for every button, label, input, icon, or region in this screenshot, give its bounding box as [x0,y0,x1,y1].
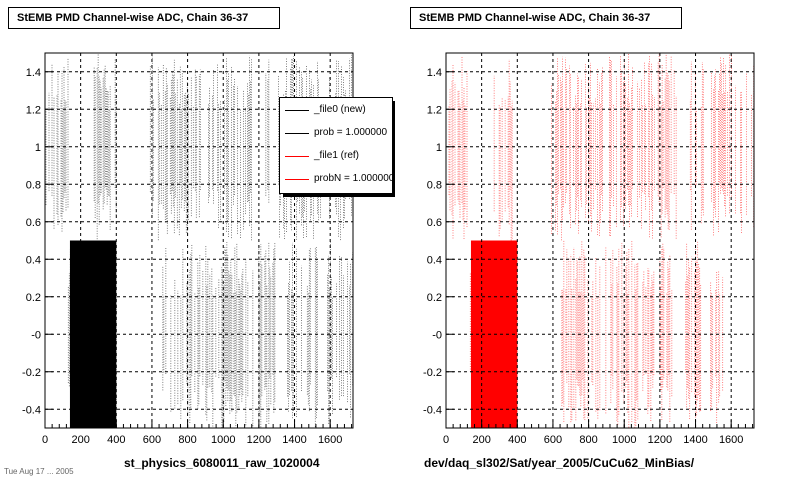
y-tick-label-1-5: 0.6 [427,217,442,229]
legend-item-probn: probN = 1.000000 [280,172,393,186]
x-tick-label-1-1: 200 [472,434,490,446]
x-tick-label-1-3: 600 [544,434,562,446]
y-tick-label-0-5: 0.6 [26,217,41,229]
x-tick-label-0-3: 600 [143,434,161,446]
x-tick-label-0-7: 1400 [282,434,306,446]
plot-frame-1 [445,52,755,429]
y-tick-label-1-1: -0.2 [423,367,442,379]
legend-line-file0 [285,110,309,111]
legend-label-prob: prob = 1.000000 [314,127,388,138]
x-tick-label-1-5: 1000 [612,434,636,446]
y-tick-label-0-0: -0.4 [22,404,41,416]
legend-line-prob [285,133,309,134]
y-tick-label-0-3: 0.2 [26,292,41,304]
chart-title-right: StEMB PMD Channel-wise ADC, Chain 36-37 [410,7,682,29]
footer-timestamp: Tue Aug 17 ... 2005 [4,467,74,476]
y-tick-label-0-4: 0.4 [26,254,41,266]
y-tick-label-0-1: -0.2 [22,367,41,379]
plot-frame-0 [44,52,354,429]
legend-line-file1 [285,156,309,157]
legend-box: _file0 (new) prob = 1.000000 _file1 (ref… [279,97,393,194]
x-tick-label-1-0: 0 [443,434,449,446]
x-tick-label-1-2: 400 [508,434,526,446]
y-tick-label-1-7: 1 [436,142,442,154]
legend-label-file1: _file1 (ref) [314,150,360,161]
y-tick-label-0-9: 1.4 [26,67,41,79]
y-tick-label-0-8: 1.2 [26,104,41,116]
y-tick-label-1-2: -0 [432,329,442,341]
legend-item-file1: _file1 (ref) [280,149,392,163]
y-tick-label-1-0: -0.4 [423,404,442,416]
legend-item-prob: prob = 1.000000 [280,126,392,140]
y-tick-label-1-3: 0.2 [427,292,442,304]
x-tick-label-0-8: 1600 [318,434,342,446]
x-axis-file-label-right: dev/daq_sl302/Sat/year_2005/CuCu62_MinBi… [424,456,695,470]
x-tick-label-0-6: 1200 [247,434,271,446]
x-tick-label-1-6: 1200 [648,434,672,446]
plot-right: 0 200 400 600 800 1000 1200 1400 1600 -0.4 -0.2 -0 0… [423,52,755,446]
x-tick-label-0-4: 800 [178,434,196,446]
y-tick-label-1-9: 1.4 [427,67,442,79]
y-tick-label-1-6: 0.8 [427,179,442,191]
y-tick-label-0-7: 1 [35,142,41,154]
x-tick-label-0-2: 400 [107,434,125,446]
x-tick-label-0-1: 200 [71,434,89,446]
y-tick-label-0-2: -0 [31,329,41,341]
x-axis-file-label-left: st_physics_6080011_raw_1020004 [124,456,320,470]
x-tick-label-1-8: 1600 [719,434,743,446]
legend-line-probn [285,179,309,180]
legend-label-file0: _file0 (new) [314,104,366,115]
x-tick-label-1-4: 800 [579,434,597,446]
x-tick-label-0-0: 0 [42,434,48,446]
plot-left: 0 200 400 600 800 1000 1200 1400 1600 -0.4 -0.2 -0 0… [22,52,354,446]
chart-title-left: StEMB PMD Channel-wise ADC, Chain 36-37 [8,7,280,29]
y-tick-label-1-4: 0.4 [427,254,442,266]
x-tick-label-0-5: 1000 [211,434,235,446]
legend-label-probn: probN = 1.000000 [314,173,393,184]
y-tick-label-0-6: 0.8 [26,179,41,191]
x-tick-label-1-7: 1400 [683,434,707,446]
y-tick-label-1-8: 1.2 [427,104,442,116]
legend-item-file0: _file0 (new) [280,103,392,117]
